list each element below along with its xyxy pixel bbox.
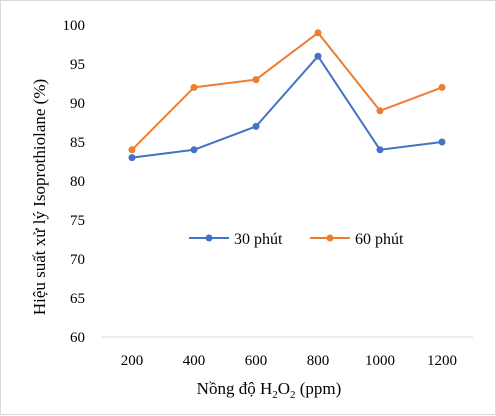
data-point [438, 83, 446, 91]
series-layer [128, 29, 446, 162]
data-point [438, 138, 446, 146]
x-axis-title: Nồng độ H2O2 (ppm) [197, 379, 342, 401]
legend-marker [326, 234, 334, 242]
data-point [376, 146, 384, 154]
data-point [128, 154, 136, 162]
series-line [131, 55, 443, 159]
x-tick-label: 600 [245, 353, 268, 369]
data-point [190, 146, 198, 154]
y-tick-label: 70 [70, 252, 85, 268]
y-axis-title: Hiệu suất xử lý Isoprothiolane (%) [30, 79, 49, 315]
data-point [190, 83, 198, 91]
legend-label: 60 phút [355, 231, 404, 248]
data-point [252, 76, 260, 84]
data-point [314, 29, 322, 37]
data-point [314, 52, 322, 60]
y-tick-label: 80 [70, 174, 85, 190]
y-tick-label: 95 [70, 57, 85, 73]
x-tick-label: 200 [121, 353, 144, 369]
y-tick-label: 100 [63, 18, 86, 34]
y-tick-label: 75 [70, 213, 85, 229]
y-tick-label: 90 [70, 96, 85, 112]
legend-marker [205, 234, 213, 242]
y-tick-label: 85 [70, 135, 85, 151]
series-1 [128, 52, 446, 162]
y-tick-label: 60 [70, 330, 85, 346]
x-tick-label: 400 [183, 353, 206, 369]
legend-label: 30 phút [234, 231, 283, 248]
y-axis-tick-labels: 60 65 70 75 80 85 90 95 100 [63, 18, 86, 346]
x-tick-label: 1000 [365, 353, 395, 369]
x-axis-tick-labels: 200 400 600 800 1000 1200 [121, 353, 457, 369]
data-point [128, 146, 136, 154]
x-tick-label: 800 [307, 353, 330, 369]
legend: 30 phút 60 phút [189, 231, 404, 248]
data-point [376, 107, 384, 115]
y-tick-label: 65 [70, 291, 85, 307]
x-tick-label: 1200 [427, 353, 457, 369]
series-2 [128, 29, 446, 154]
series-line [131, 31, 443, 151]
data-point [252, 122, 260, 130]
